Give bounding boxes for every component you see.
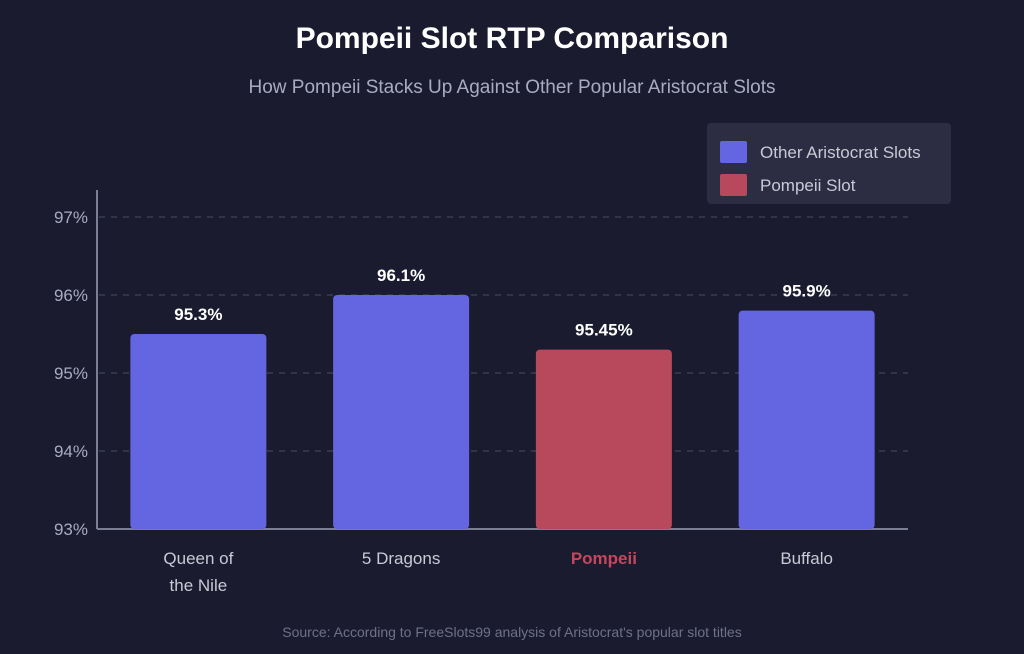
data-label: 95.3% — [174, 305, 222, 324]
chart-subtitle: How Pompeii Stacks Up Against Other Popu… — [248, 77, 776, 98]
y-tick-label: 93% — [54, 520, 88, 539]
bar — [333, 295, 470, 529]
source-note: Source: According to FreeSlots99 analysi… — [282, 624, 742, 640]
x-category-label: Pompeii — [571, 549, 637, 568]
y-tick-label: 95% — [54, 364, 88, 383]
data-label: 96.1% — [377, 266, 425, 285]
bar — [738, 310, 875, 529]
y-tick-label: 97% — [54, 208, 88, 227]
legend-swatch — [720, 174, 747, 196]
y-tick-label: 96% — [54, 286, 88, 305]
bar — [535, 349, 672, 529]
legend-swatch — [720, 141, 747, 163]
bar — [130, 334, 267, 529]
y-tick-label: 94% — [54, 442, 88, 461]
data-label: 95.45% — [575, 321, 633, 340]
legend: Other Aristocrat Slots Pompeii Slot — [707, 123, 951, 204]
x-category-label: Buffalo — [780, 549, 833, 568]
chart-title: Pompeii Slot RTP Comparison — [295, 22, 729, 55]
x-category-label: the Nile — [170, 576, 228, 595]
data-label: 95.9% — [783, 282, 831, 301]
x-category-label: 5 Dragons — [362, 549, 440, 568]
legend-label: Other Aristocrat Slots — [760, 143, 921, 162]
legend-box — [707, 123, 951, 204]
legend-label: Pompeii Slot — [760, 176, 856, 195]
x-category-label: Queen of — [163, 549, 233, 568]
